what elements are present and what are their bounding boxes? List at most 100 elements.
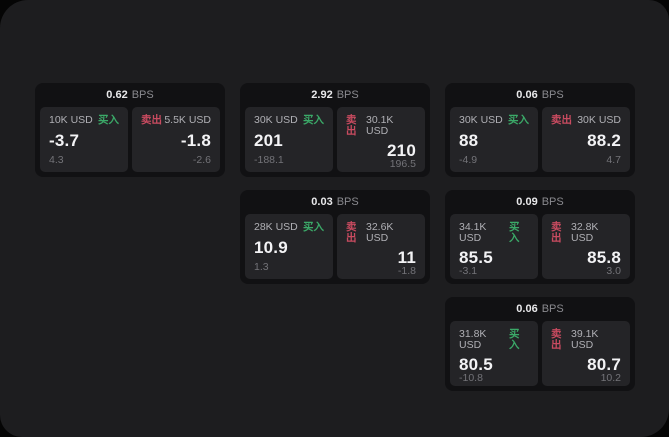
pane-top: 卖出 32.6K USD [346,222,416,243]
card-header: 0.62 BPS [40,83,220,107]
bps-value: 0.62 [106,88,128,101]
buy-amount-label: 34.1K USD [459,221,487,244]
buy-amount-label: 30K USD [459,114,503,126]
pane-top: 卖出 5.5K USD [141,115,211,126]
pane-top: 34.1K USD 买入 [459,222,529,243]
buy-pane[interactable]: 10K USD 买入 -3.7 4.3 [40,107,128,172]
buy-delta: 1.3 [254,260,269,273]
buy-pane[interactable]: 30K USD 买入 201 -188.1 [245,107,333,172]
pane-top: 10K USD 买入 [49,115,119,126]
sell-pane[interactable]: 卖出 30K USD 88.2 4.7 [542,107,630,172]
sell-side-label: 卖出 [346,114,357,137]
buy-side-label: 买入 [509,328,520,351]
buy-delta: 4.3 [49,153,64,166]
pane-top: 卖出 32.8K USD [551,222,621,243]
sell-side-label: 卖出 [551,114,572,126]
pane-top: 卖出 30.1K USD [346,115,416,136]
quote-cards-grid: 0.62 BPS 10K USD 买入 -3.7 4.3 卖出 5.5K USD [35,83,635,391]
sell-price: 85.8 [587,248,621,267]
sell-pane[interactable]: 卖出 39.1K USD 80.7 10.2 [542,321,630,386]
sell-delta: -2.6 [192,153,211,166]
card-header: 0.06 BPS [450,83,630,107]
sell-price: 80.7 [587,355,621,374]
sell-price: -1.8 [180,130,211,150]
sell-amount-label: 32.8K USD [570,221,599,244]
buy-price: 88 [459,130,479,150]
bps-unit-label: BPS [336,88,359,101]
sell-delta: -1.8 [397,265,416,277]
bps-value: 2.92 [311,88,333,101]
quote-card: 0.09 BPS 34.1K USD 买入 85.5 -3.1 卖出 32.8K… [445,190,635,284]
sell-amount-label: 5.5K USD [164,114,211,126]
quote-card: 0.06 BPS 31.8K USD 买入 80.5 -10.8 卖出 39.1… [445,297,635,391]
pane-row: 34.1K USD 买入 85.5 -3.1 卖出 32.8K USD 85.8… [450,214,630,279]
buy-pane[interactable]: 30K USD 买入 88 -4.9 [450,107,538,172]
pane-top: 卖出 39.1K USD [551,329,621,350]
buy-pane[interactable]: 34.1K USD 买入 85.5 -3.1 [450,214,538,279]
buy-amount-label: 31.8K USD [459,328,487,351]
card-header: 0.09 BPS [450,190,630,214]
buy-price: 201 [254,130,283,150]
bps-unit-label: BPS [541,195,564,208]
sell-delta: 196.5 [389,158,416,170]
bps-unit-label: BPS [541,302,564,315]
pane-row: 31.8K USD 买入 80.5 -10.8 卖出 39.1K USD 80.… [450,321,630,386]
sell-side-label: 卖出 [551,221,562,244]
sell-delta: 3.0 [606,265,621,277]
sell-side-label: 卖出 [141,114,162,126]
sell-pane[interactable]: 卖出 30.1K USD 210 196.5 [337,107,425,172]
sell-price: 11 [397,248,416,267]
sell-amount-label: 30.1K USD [365,114,394,137]
sell-amount-label: 32.6K USD [365,221,394,244]
sell-amount-label: 30K USD [577,114,621,126]
pane-top: 28K USD 买入 [254,222,324,233]
quote-card: 2.92 BPS 30K USD 买入 201 -188.1 卖出 30.1K … [240,83,430,177]
bps-unit-label: BPS [131,88,154,101]
pane-top: 31.8K USD 买入 [459,329,529,350]
buy-delta: -3.1 [459,265,478,277]
quote-card: 0.03 BPS 28K USD 买入 10.9 1.3 卖出 32.6K US… [240,190,430,284]
pane-row: 28K USD 买入 10.9 1.3 卖出 32.6K USD 11 -1.8 [245,214,425,279]
buy-side-label: 买入 [508,114,529,126]
sell-pane[interactable]: 卖出 32.8K USD 85.8 3.0 [542,214,630,279]
bps-value: 0.06 [516,302,538,315]
buy-price: 85.5 [459,248,493,267]
buy-amount-label: 10K USD [49,114,93,126]
buy-pane[interactable]: 28K USD 买入 10.9 1.3 [245,214,333,279]
sell-amount-label: 39.1K USD [570,328,599,351]
bps-value: 0.09 [516,195,538,208]
sell-price: 210 [387,141,416,160]
card-header: 0.06 BPS [450,297,630,321]
sell-side-label: 卖出 [551,328,562,351]
bps-unit-label: BPS [336,195,359,208]
pane-top: 卖出 30K USD [551,115,621,126]
buy-side-label: 买入 [303,114,324,126]
card-header: 2.92 BPS [245,83,425,107]
buy-delta: -188.1 [254,153,284,166]
bps-value: 0.03 [311,195,333,208]
buy-side-label: 买入 [509,221,520,244]
buy-amount-label: 30K USD [254,114,298,126]
sell-delta: 10.2 [600,372,621,384]
buy-delta: -4.9 [459,153,478,166]
sell-pane[interactable]: 卖出 32.6K USD 11 -1.8 [337,214,425,279]
buy-price: 80.5 [459,355,493,374]
bps-value: 0.06 [516,88,538,101]
sell-pane[interactable]: 卖出 5.5K USD -1.8 -2.6 [132,107,220,172]
buy-side-label: 买入 [98,114,119,126]
pane-row: 30K USD 买入 88 -4.9 卖出 30K USD 88.2 4.7 [450,107,630,172]
buy-price: -3.7 [49,130,80,150]
buy-delta: -10.8 [459,372,483,384]
pane-row: 10K USD 买入 -3.7 4.3 卖出 5.5K USD -1.8 -2.… [40,107,220,172]
sell-delta: 4.7 [606,153,621,166]
buy-pane[interactable]: 31.8K USD 买入 80.5 -10.8 [450,321,538,386]
buy-price: 10.9 [254,237,288,257]
sell-side-label: 卖出 [346,221,357,244]
pane-top: 30K USD 买入 [254,115,324,126]
card-header: 0.03 BPS [245,190,425,214]
bps-unit-label: BPS [541,88,564,101]
buy-amount-label: 28K USD [254,221,298,233]
quote-card: 0.06 BPS 30K USD 买入 88 -4.9 卖出 30K USD [445,83,635,177]
quote-card: 0.62 BPS 10K USD 买入 -3.7 4.3 卖出 5.5K USD [35,83,225,177]
